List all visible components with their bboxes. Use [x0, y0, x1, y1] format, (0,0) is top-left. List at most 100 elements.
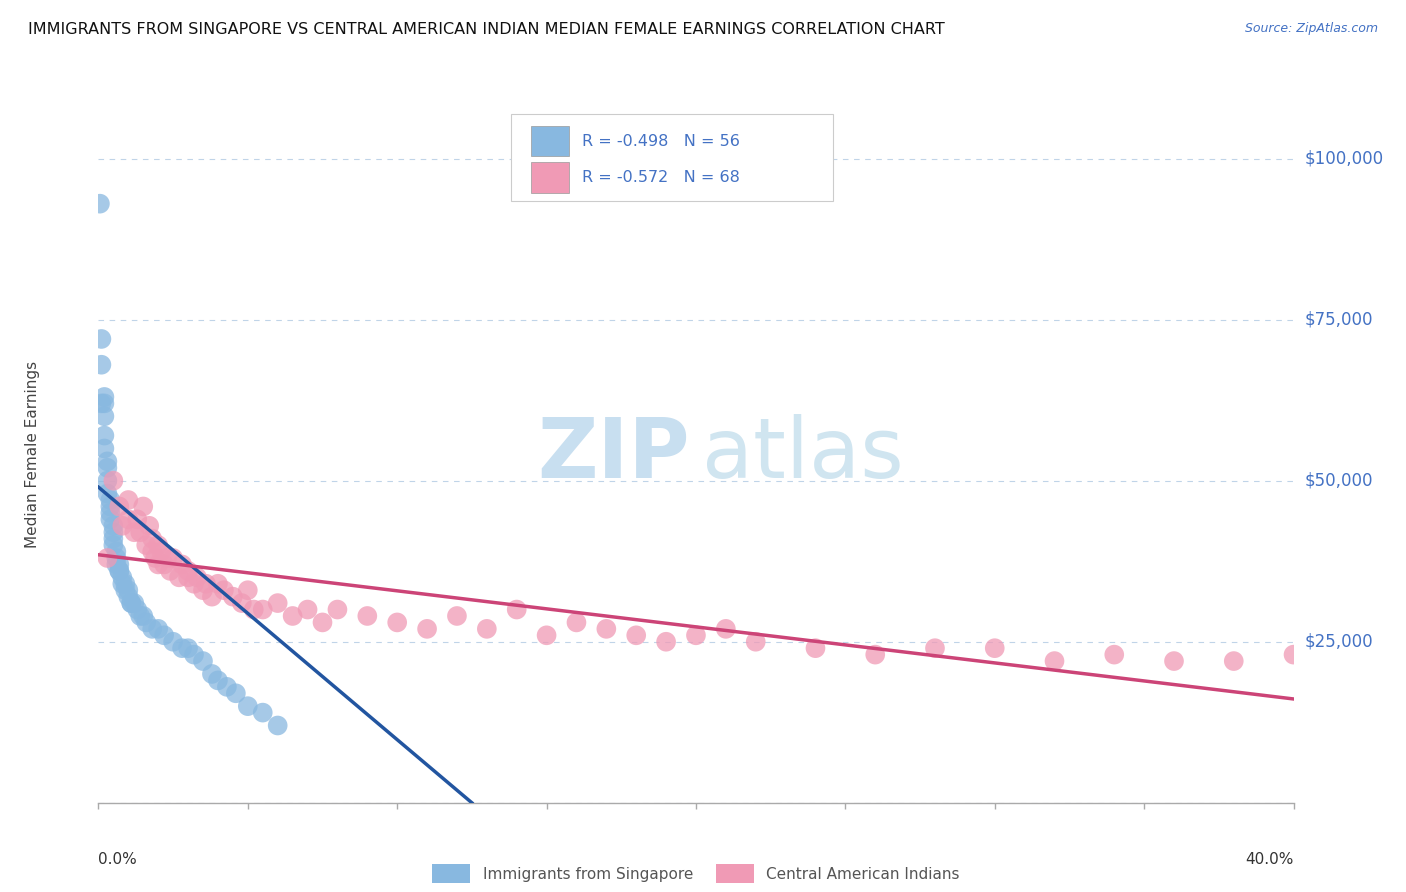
- Point: [201, 667, 224, 681]
- Point: [98, 512, 122, 526]
- Point: [565, 615, 588, 630]
- Point: [225, 686, 247, 700]
- Point: [129, 525, 152, 540]
- Point: [108, 564, 131, 578]
- Point: [127, 602, 149, 616]
- Text: $100,000: $100,000: [1305, 150, 1384, 168]
- Point: [177, 564, 200, 578]
- Text: $50,000: $50,000: [1305, 472, 1374, 490]
- Point: [385, 615, 409, 630]
- Point: [1223, 654, 1246, 668]
- Point: [156, 551, 179, 566]
- Point: [243, 602, 266, 616]
- Point: [117, 512, 139, 526]
- Point: [117, 590, 139, 604]
- Point: [595, 622, 617, 636]
- Point: [148, 538, 170, 552]
- Point: [93, 428, 115, 442]
- Text: Median Female Earnings: Median Female Earnings: [25, 361, 41, 549]
- Point: [111, 518, 134, 533]
- Point: [111, 570, 134, 584]
- Text: 0.0%: 0.0%: [98, 852, 138, 866]
- Point: [177, 570, 200, 584]
- FancyBboxPatch shape: [531, 162, 569, 193]
- Point: [141, 544, 163, 558]
- Text: $75,000: $75,000: [1305, 310, 1374, 328]
- Text: atlas: atlas: [702, 415, 904, 495]
- Point: [148, 558, 170, 572]
- Point: [172, 641, 194, 656]
- Point: [159, 564, 181, 578]
- FancyBboxPatch shape: [510, 114, 834, 201]
- Point: [1104, 648, 1126, 662]
- Point: [148, 622, 170, 636]
- Point: [153, 558, 176, 572]
- Point: [177, 641, 200, 656]
- Point: [167, 570, 190, 584]
- Point: [446, 609, 468, 624]
- Point: [103, 538, 125, 552]
- Point: [117, 583, 139, 598]
- Point: [124, 596, 146, 610]
- Point: [714, 622, 737, 636]
- Text: 40.0%: 40.0%: [1246, 852, 1294, 866]
- Point: [135, 615, 157, 630]
- Point: [108, 500, 131, 514]
- Point: [90, 396, 112, 410]
- Text: R = -0.572   N = 68: R = -0.572 N = 68: [582, 170, 741, 185]
- Point: [141, 622, 163, 636]
- Text: IMMIGRANTS FROM SINGAPORE VS CENTRAL AMERICAN INDIAN MEDIAN FEMALE EARNINGS CORR: IMMIGRANTS FROM SINGAPORE VS CENTRAL AME…: [28, 22, 945, 37]
- Point: [222, 590, 245, 604]
- Point: [114, 576, 136, 591]
- Point: [924, 641, 946, 656]
- Point: [150, 544, 173, 558]
- Point: [98, 493, 122, 508]
- Point: [103, 525, 125, 540]
- Point: [132, 500, 155, 514]
- Legend: Immigrants from Singapore, Central American Indians: Immigrants from Singapore, Central Ameri…: [426, 858, 966, 889]
- Point: [231, 596, 253, 610]
- Point: [96, 551, 118, 566]
- Point: [96, 474, 118, 488]
- Point: [191, 654, 214, 668]
- Point: [96, 486, 118, 500]
- Point: [93, 390, 115, 404]
- Point: [117, 493, 139, 508]
- Point: [105, 544, 128, 558]
- Point: [132, 609, 155, 624]
- Point: [1043, 654, 1066, 668]
- Point: [194, 576, 218, 591]
- Text: $25,000: $25,000: [1305, 632, 1374, 651]
- Point: [141, 532, 163, 546]
- Point: [326, 602, 349, 616]
- Point: [90, 332, 112, 346]
- Point: [183, 576, 205, 591]
- Point: [983, 641, 1005, 656]
- Point: [1163, 654, 1185, 668]
- Point: [236, 583, 259, 598]
- Point: [138, 518, 160, 533]
- Point: [186, 570, 208, 584]
- Point: [114, 583, 136, 598]
- Point: [129, 609, 152, 624]
- Point: [111, 576, 134, 591]
- Point: [685, 628, 707, 642]
- Point: [212, 583, 235, 598]
- Point: [89, 196, 111, 211]
- Point: [127, 512, 149, 526]
- Point: [252, 706, 274, 720]
- Point: [207, 673, 229, 688]
- Point: [162, 551, 184, 566]
- Point: [267, 718, 290, 732]
- Point: [162, 634, 184, 648]
- Point: [93, 442, 115, 456]
- Point: [624, 628, 647, 642]
- Point: [103, 518, 125, 533]
- Point: [93, 409, 115, 424]
- Point: [207, 576, 229, 591]
- Point: [536, 628, 558, 642]
- Point: [311, 615, 333, 630]
- Point: [804, 641, 827, 656]
- Point: [90, 358, 112, 372]
- Point: [172, 558, 194, 572]
